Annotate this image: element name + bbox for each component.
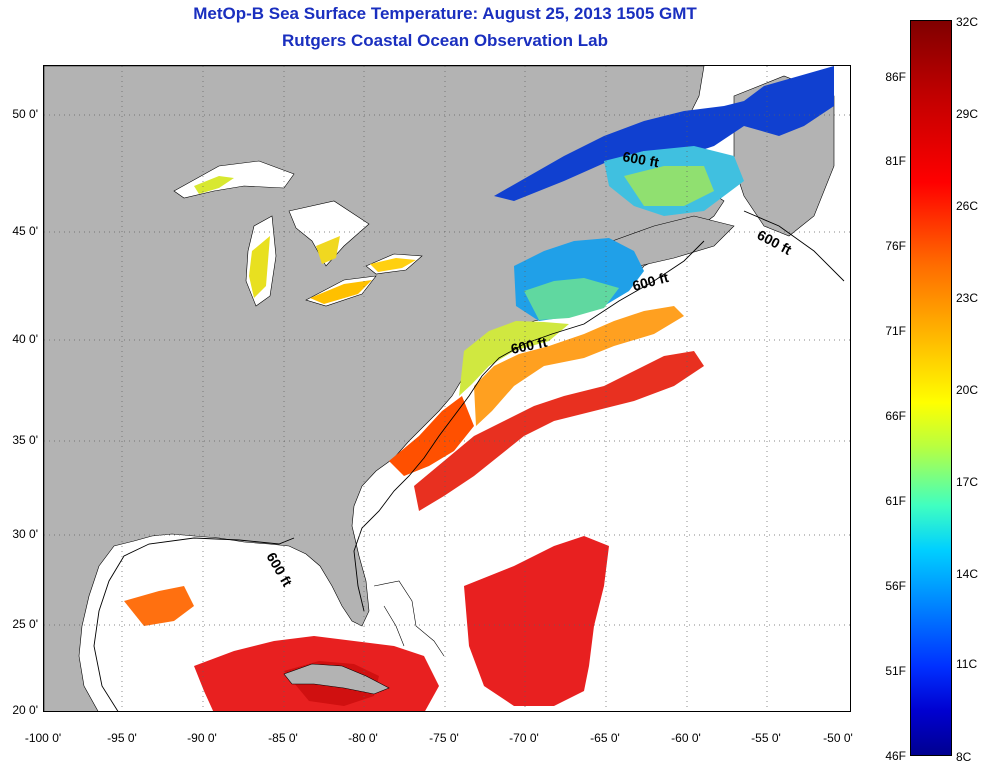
colorbar-celsius-label: 23C [956,291,979,305]
sst-gulf-of-mexico-west [124,586,194,626]
depth-contour-600ft [93,210,845,711]
colorbar-celsius-label: 29C [956,107,979,121]
colorbar-fahrenheit-label: 76F [885,239,906,253]
y-tick-label: 45 0' [12,224,38,238]
lake-michigan-sst [249,236,270,298]
y-tick-label: 25 0' [12,617,38,631]
colorbar-celsius-label: 14C [956,567,979,581]
colorbar-celsius-label: 17C [956,475,979,489]
contour-label-mid-atlantic: 600 ft [509,334,548,357]
contour-label-newfoundland: 600 ft [621,148,660,170]
sst-mid-atlantic-warm [474,306,684,426]
sst-gulf-stream [414,351,704,511]
x-tick-label: -85 0' [268,731,298,745]
colorbar-fahrenheit-label: 71F [885,324,906,338]
colorbar-fahrenheit-label: 66F [885,409,906,423]
colorbar-celsius-label: 26C [956,199,979,213]
x-tick-label: -55 0' [751,731,781,745]
x-tick-label: -80 0' [348,731,378,745]
lake-ontario-sst [370,258,416,272]
contour-label-gulf-of-mexico: 600 ft [263,550,295,590]
x-tick-label: -70 0' [509,731,539,745]
colorbar-celsius-label: 20C [956,383,979,397]
sst-gulf-of-maine-green [524,278,619,320]
y-tick-label: 50 0' [12,107,38,121]
colorbar-celsius-label: 32C [956,15,979,29]
temperature-colorbar [910,20,952,756]
x-tick-label: -60 0' [671,731,701,745]
lake-huron-sst [316,236,340,264]
x-tick-label: -95 0' [107,731,137,745]
y-tick-label: 40 0' [12,332,38,346]
colorbar-fahrenheit-label: 46F [885,749,906,763]
sst-st-lawrence-cold [494,66,834,201]
sst-sargasso [464,536,609,706]
colorbar-fahrenheit-label: 61F [885,494,906,508]
x-tick-label: -90 0' [187,731,217,745]
y-tick-label: 35 0' [12,433,38,447]
lake-erie-sst [310,280,372,304]
bahamas-outline [373,580,445,657]
land-cuba [283,663,390,695]
x-tick-label: -50 0' [823,731,853,745]
colorbar-fahrenheit-label: 81F [885,154,906,168]
x-tick-label: -65 0' [590,731,620,745]
colorbar-celsius-label: 8C [956,750,972,764]
map-title-line-1: MetOp-B Sea Surface Temperature: August … [193,4,697,23]
sst-carolina-coast [389,396,474,476]
lake-superior-sst [194,176,234,194]
sst-map: 600 ft 600 ft 600 ft 600 ft 600 ft [43,65,851,712]
x-tick-label: -75 0' [429,731,459,745]
sst-mid-atlantic-shelf [459,321,569,396]
sst-map-canvas: 600 ft 600 ft 600 ft 600 ft 600 ft [44,66,850,711]
sst-gulf-st-lawrence-green [624,166,714,206]
colorbar-fahrenheit-label: 56F [885,579,906,593]
y-tick-label: 30 0' [12,527,38,541]
colorbar-fahrenheit-label: 86F [885,70,906,84]
colorbar-fahrenheit-label: 51F [885,664,906,678]
land-north-america [44,66,725,711]
y-tick-label: 20 0' [12,703,38,717]
x-tick-label: -100 0' [24,731,62,745]
colorbar-celsius-label: 11C [956,657,978,671]
map-title-line-2: Rutgers Coastal Ocean Observation Lab [282,31,608,50]
